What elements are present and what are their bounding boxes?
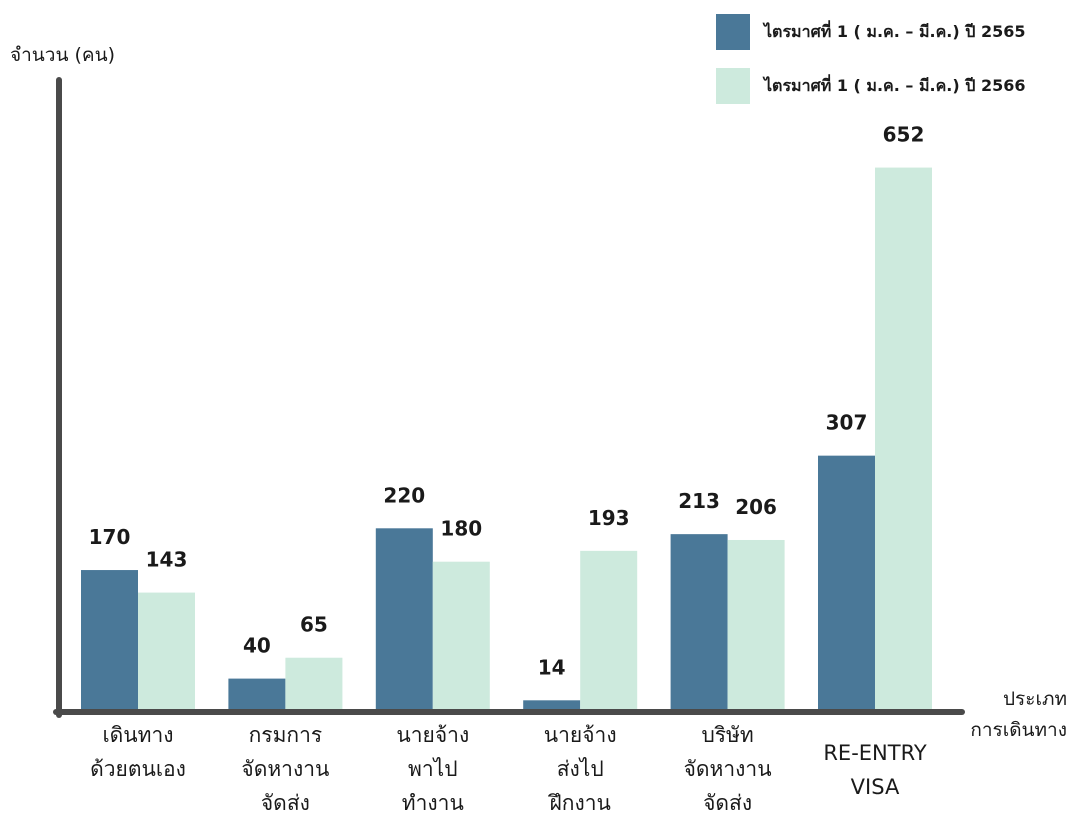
value-label-2565-cat-4: 213 [678, 489, 720, 513]
legend: ไตรมาศที่ 1 ( ม.ค. – มี.ค.) ปี 2565 ไตรม… [716, 14, 1026, 122]
value-label-2566-cat-3: 193 [588, 506, 630, 530]
bar-2565-cat-5 [818, 455, 875, 712]
value-label-2566-cat-5: 652 [883, 123, 925, 147]
value-label-2565-cat-1: 40 [243, 634, 271, 658]
category-label: นายจ้าง พาไป ทำงาน [396, 723, 470, 815]
legend-item-2565: ไตรมาศที่ 1 ( ม.ค. – มี.ค.) ปี 2565 [716, 14, 1026, 50]
bar-2565-cat-2 [375, 528, 433, 712]
bar-2565-cat-1 [228, 678, 286, 712]
bar-2566-cat-0 [138, 592, 195, 712]
category-label: RE-ENTRY VISA [823, 741, 927, 799]
value-label-2565-cat-3: 14 [538, 655, 566, 679]
y-axis-title: จำนวน (คน) [10, 44, 116, 66]
legend-label-2566: ไตรมาศที่ 1 ( ม.ค. – มี.ค.) ปี 2566 [764, 75, 1026, 95]
bar-2565-cat-4 [670, 534, 728, 712]
legend-label-2565: ไตรมาศที่ 1 ( ม.ค. – มี.ค.) ปี 2565 [764, 21, 1026, 41]
category-label: เดินทาง ด้วยตนเอง [90, 723, 186, 781]
bar-2565-cat-3 [523, 700, 581, 712]
bar-2565-cat-0 [81, 570, 138, 712]
legend-swatch-2565 [716, 14, 750, 50]
category-label: บริษัท จัดหางาน จัดส่ง [683, 723, 772, 815]
value-label-2566-cat-1: 65 [300, 613, 328, 637]
bar-2566-cat-5 [875, 167, 932, 712]
bar-2566-cat-1 [285, 657, 343, 712]
value-label-2566-cat-4: 206 [735, 495, 777, 519]
value-label-2565-cat-0: 170 [89, 525, 131, 549]
legend-swatch-2566 [716, 68, 750, 104]
category-label: นายจ้าง ส่งไป ฝึกงาน [543, 723, 617, 815]
value-label-2565-cat-2: 220 [383, 483, 425, 507]
value-label-2566-cat-0: 143 [146, 548, 188, 572]
x-axis-title: ประเภท การเดินทาง [970, 688, 1067, 741]
legend-item-2566: ไตรมาศที่ 1 ( ม.ค. – มี.ค.) ปี 2566 [716, 68, 1026, 104]
value-label-2565-cat-5: 307 [826, 411, 868, 435]
category-label: กรมการ จัดหางาน จัดส่ง [241, 723, 330, 815]
bar-2566-cat-4 [727, 539, 785, 712]
value-label-2566-cat-2: 180 [440, 517, 482, 541]
bar-2566-cat-3 [580, 550, 638, 712]
bar-2566-cat-2 [432, 561, 490, 712]
